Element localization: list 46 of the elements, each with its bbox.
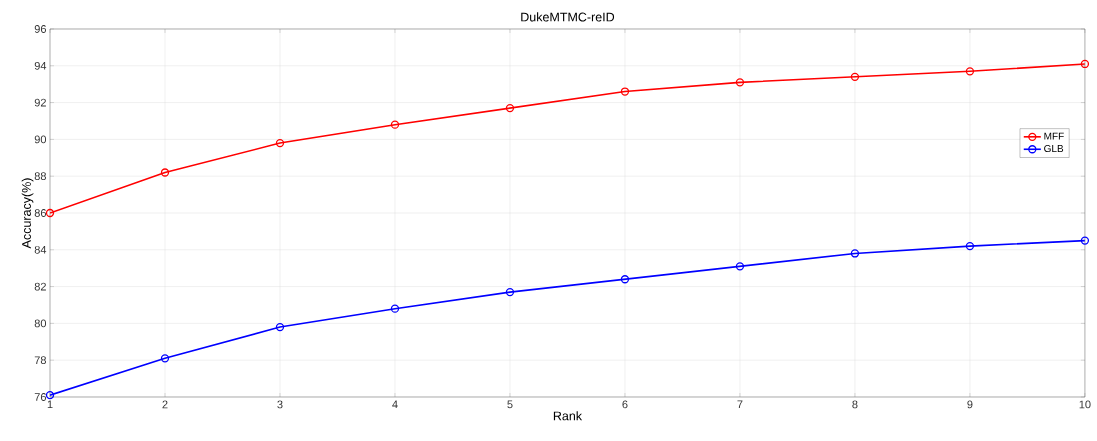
point xyxy=(390,304,400,313)
y-tick-label: 90 xyxy=(34,135,47,144)
point xyxy=(45,391,55,400)
point xyxy=(620,87,630,96)
point xyxy=(735,262,745,271)
point xyxy=(275,138,285,148)
y-tick-label: 88 xyxy=(34,172,46,181)
point xyxy=(160,168,170,177)
point xyxy=(850,249,860,258)
y-tick-label: 94 xyxy=(34,61,47,70)
y-tick-label: 84 xyxy=(34,245,47,254)
legend-label: MFF xyxy=(1044,132,1064,140)
x-tick-label: 3 xyxy=(277,400,283,409)
x-tick-label: 5 xyxy=(507,400,513,409)
point xyxy=(505,287,515,297)
point xyxy=(850,72,860,81)
x-tick-label: 10 xyxy=(1079,400,1091,409)
point xyxy=(275,322,285,332)
point xyxy=(505,103,515,113)
point xyxy=(620,275,630,284)
legend-label: GLB xyxy=(1044,145,1064,153)
x-tick-label: 1 xyxy=(47,400,53,409)
y-axis-title: Accuracy(%) xyxy=(21,178,34,249)
x-tick-label: 2 xyxy=(162,400,168,409)
point xyxy=(965,241,975,251)
point xyxy=(1080,59,1090,69)
point xyxy=(965,67,975,76)
y-tick-label: 96 xyxy=(34,25,46,33)
y-tick-label: 78 xyxy=(34,356,46,365)
point xyxy=(1080,236,1090,245)
x-tick-label: 6 xyxy=(622,400,628,409)
x-tick-label: 8 xyxy=(852,400,858,409)
y-tick-label: 82 xyxy=(34,282,46,291)
point xyxy=(160,354,170,363)
point xyxy=(390,120,400,129)
point xyxy=(735,78,745,87)
x-axis-title: Rank xyxy=(553,411,583,421)
point xyxy=(45,208,55,218)
x-tick-label: 9 xyxy=(967,400,973,409)
x-tick-label: 4 xyxy=(392,400,398,409)
y-tick-label: 76 xyxy=(34,393,46,401)
chart-title: DukeMTMC-reID xyxy=(521,12,615,22)
y-tick-label: 92 xyxy=(34,98,46,107)
y-tick-label: 80 xyxy=(34,319,47,328)
x-tick-label: 7 xyxy=(737,400,743,409)
y-tick-label: 86 xyxy=(34,209,46,217)
